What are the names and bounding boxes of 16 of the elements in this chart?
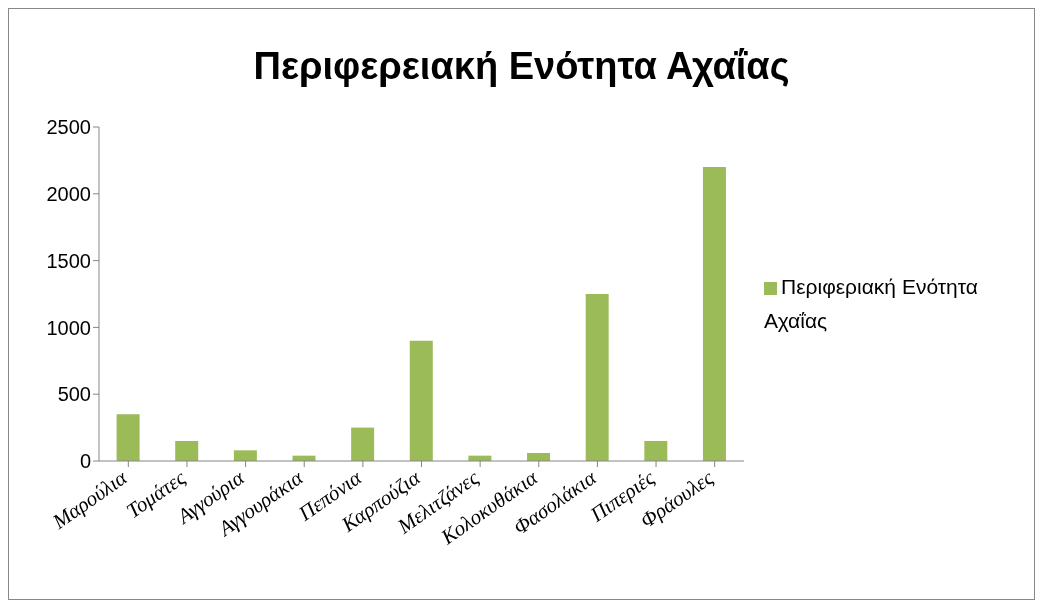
y-tick-label: 2500 — [46, 116, 91, 139]
y-tick-label: 500 — [57, 383, 91, 406]
bar — [351, 427, 375, 461]
bar — [175, 440, 199, 461]
bar — [233, 450, 257, 461]
bar — [116, 414, 140, 461]
y-tick-label: 1500 — [46, 249, 91, 272]
bar — [585, 294, 609, 461]
bar — [409, 340, 433, 461]
legend-label: Περιφεριακή Ενότητα Αχαΐας — [764, 275, 978, 332]
y-tick-label: 1000 — [46, 316, 91, 339]
bar — [644, 440, 668, 461]
y-tick-label: 0 — [79, 450, 91, 473]
bar — [702, 167, 726, 461]
chart-title: Περιφερειακή Ενότητα Αχαΐας — [252, 45, 791, 88]
y-tick-label: 2000 — [46, 182, 91, 205]
